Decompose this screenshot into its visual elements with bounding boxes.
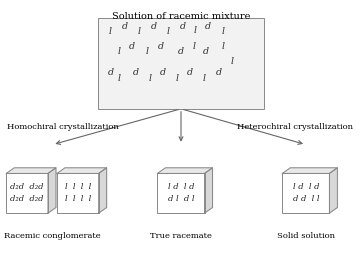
Text: Heterochiral crystallization: Heterochiral crystallization <box>237 123 353 131</box>
Text: l d  l d: l d l d <box>292 183 319 191</box>
Text: True racemate: True racemate <box>150 232 212 240</box>
Text: d: d <box>122 22 128 31</box>
Text: l: l <box>149 73 152 83</box>
Text: l  l  l  l: l l l l <box>65 195 91 204</box>
Text: d: d <box>216 68 222 78</box>
Text: l: l <box>221 27 224 37</box>
Polygon shape <box>205 168 212 213</box>
Text: l: l <box>176 73 179 83</box>
Polygon shape <box>157 168 212 174</box>
Text: Racemic conglomerate: Racemic conglomerate <box>4 232 101 240</box>
Text: Solution of racemic mixture: Solution of racemic mixture <box>112 12 250 20</box>
Bar <box>57 174 98 213</box>
Text: d: d <box>158 41 164 51</box>
Text: d: d <box>108 68 113 78</box>
Bar <box>98 18 264 109</box>
Text: l: l <box>203 73 206 83</box>
Text: d d  l l: d d l l <box>292 195 319 204</box>
Text: l: l <box>145 47 148 56</box>
Text: d: d <box>187 68 193 78</box>
Text: d: d <box>151 22 157 31</box>
Polygon shape <box>98 168 107 213</box>
Text: d: d <box>160 68 166 78</box>
Bar <box>157 174 205 213</box>
Text: Homochiral crystallization: Homochiral crystallization <box>8 123 119 131</box>
Text: l: l <box>109 27 112 37</box>
Text: d: d <box>178 47 184 56</box>
Text: d: d <box>129 41 135 51</box>
Text: l: l <box>192 41 195 51</box>
Text: l: l <box>118 47 121 56</box>
Text: l: l <box>167 27 170 37</box>
Text: l  l  l  l: l l l l <box>65 183 91 191</box>
Text: d: d <box>180 22 186 31</box>
Text: l: l <box>221 41 224 51</box>
Bar <box>6 174 48 213</box>
Text: d₂d  d₂d: d₂d d₂d <box>10 183 44 191</box>
Text: Solid solution: Solid solution <box>277 232 335 240</box>
Polygon shape <box>329 168 337 213</box>
Text: d₂d  d₂d: d₂d d₂d <box>10 195 44 204</box>
Polygon shape <box>48 168 56 213</box>
Text: d l  d l: d l d l <box>168 195 194 204</box>
Text: l: l <box>118 73 121 83</box>
Text: l d  l d: l d l d <box>168 183 194 191</box>
Polygon shape <box>282 168 337 174</box>
Polygon shape <box>6 168 56 174</box>
Text: d: d <box>205 22 211 31</box>
Text: l: l <box>194 26 197 35</box>
Text: l: l <box>230 57 233 66</box>
Text: d: d <box>133 68 139 78</box>
Bar <box>282 174 329 213</box>
Text: l: l <box>138 27 141 37</box>
Polygon shape <box>57 168 107 174</box>
Text: d: d <box>203 47 209 56</box>
